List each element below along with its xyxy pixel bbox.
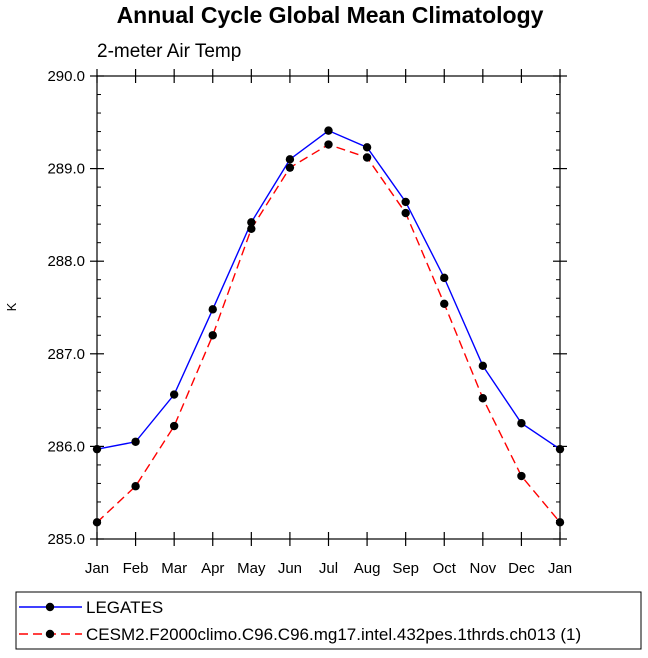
x-tick-label: Oct (433, 560, 457, 577)
plot-frame (96, 75, 561, 540)
data-point-series-2 (478, 394, 488, 403)
data-point-series-2 (247, 224, 256, 233)
legend: LEGATES CESM2.F2000climo.C96.C96.mg17.int… (15, 591, 642, 650)
x-tick-label: Apr (201, 560, 224, 577)
x-tick-label: May (237, 560, 266, 577)
data-point-series-2 (324, 140, 333, 149)
chart-subtitle: 2-meter Air Temp (97, 41, 241, 62)
legend-label-2: CESM2.F2000climo.C96.C96.mg17.intel.432p… (86, 625, 581, 644)
legend-box (15, 591, 642, 650)
data-point-series-1 (131, 437, 140, 446)
legend-marker-1 (45, 602, 55, 612)
series-markers (92, 126, 565, 527)
chart-title: Annual Cycle Global Mean Climatology (117, 2, 544, 28)
y-axis-label: K (4, 302, 19, 311)
data-point-series-1 (517, 419, 526, 428)
data-point-series-1 (324, 126, 333, 135)
data-point-series-1 (478, 361, 488, 371)
x-tick-label: Jul (319, 560, 338, 577)
data-point-series-2 (208, 331, 217, 340)
data-point-series-1 (440, 273, 449, 283)
data-point-series-2 (131, 482, 140, 491)
data-point-series-1 (401, 197, 410, 207)
y-tick-label: 285.0 (47, 531, 85, 548)
legend-entries: LEGATES CESM2.F2000climo.C96.C96.mg17.int… (19, 598, 581, 644)
x-tick-label: Mar (161, 560, 187, 577)
y-tick-label: 286.0 (47, 438, 85, 455)
series-lines (96, 129, 561, 523)
data-point-series-1 (208, 305, 217, 314)
legend-marker-2 (45, 629, 55, 639)
legend-label-1: LEGATES (86, 598, 163, 617)
data-point-series-2 (440, 299, 449, 308)
x-tick-label: Jan (548, 560, 572, 577)
x-tick-label: Nov (469, 560, 496, 577)
x-tick-label: Jun (278, 560, 302, 577)
data-point-series-1 (247, 218, 256, 227)
series-line-2 (96, 143, 561, 523)
x-tick-label: Jan (85, 560, 109, 577)
x-tick-label: Dec (508, 560, 535, 577)
data-point-series-2 (362, 153, 372, 162)
x-tick-label: Feb (123, 560, 149, 577)
y-tick-label: 287.0 (47, 346, 85, 363)
data-point-series-1 (362, 143, 372, 152)
data-point-series-2 (285, 163, 295, 172)
data-point-series-1 (285, 155, 295, 164)
y-tick-label: 290.0 (47, 68, 85, 85)
y-tick-label: 288.0 (47, 253, 85, 270)
series-line-1 (96, 129, 561, 450)
data-point-series-2 (169, 421, 179, 431)
x-tick-label: Aug (354, 560, 381, 577)
data-point-series-2 (517, 471, 526, 481)
y-axis-ticks: 285.0 286.0 287.0 288.0 289.0 290.0 (47, 68, 567, 548)
y-tick-label: 289.0 (47, 161, 85, 178)
data-point-series-1 (169, 390, 179, 399)
data-point-series-2 (401, 208, 410, 218)
x-tick-label: Sep (392, 560, 419, 577)
